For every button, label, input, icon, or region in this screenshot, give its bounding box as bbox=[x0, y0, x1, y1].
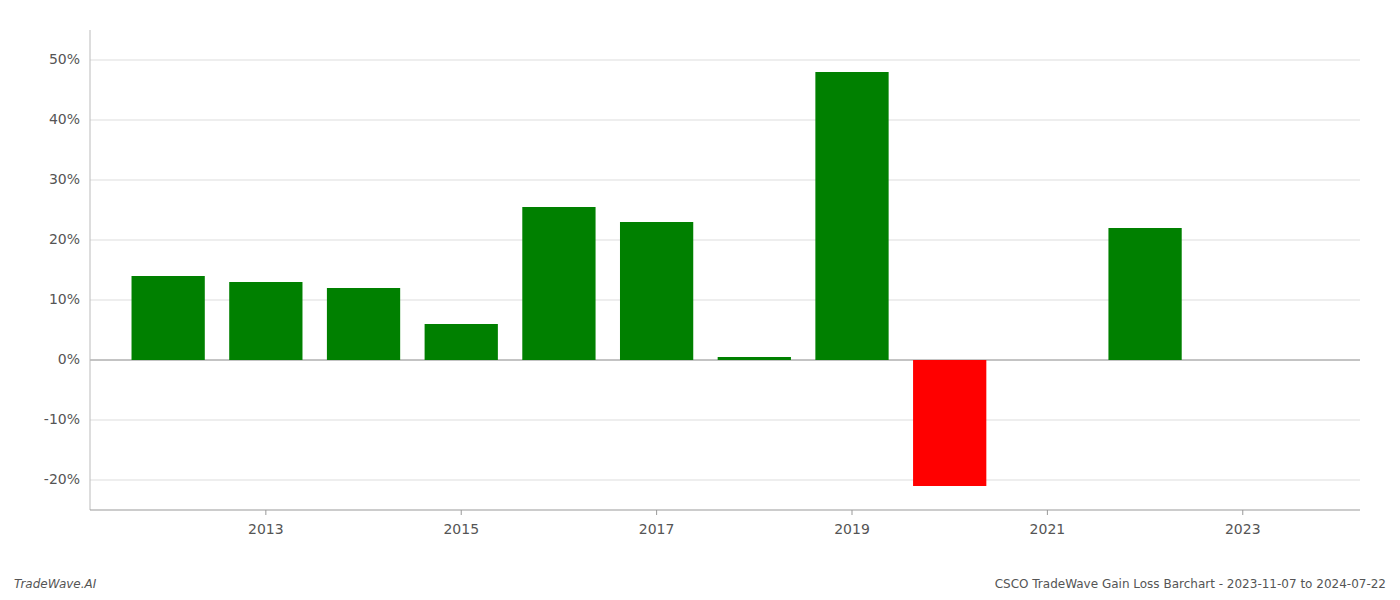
footer-right: CSCO TradeWave Gain Loss Barchart - 2023… bbox=[995, 577, 1386, 591]
x-tick bbox=[1047, 510, 1048, 515]
x-tick-label: 2015 bbox=[443, 521, 479, 537]
bar bbox=[913, 360, 986, 486]
y-tick-label: 0% bbox=[58, 351, 80, 367]
grid-line bbox=[90, 420, 1360, 421]
x-tick bbox=[852, 510, 853, 515]
x-tick-label: 2021 bbox=[1030, 521, 1066, 537]
grid-line bbox=[90, 120, 1360, 121]
x-tick bbox=[656, 510, 657, 515]
x-tick bbox=[461, 510, 462, 515]
y-axis-line bbox=[90, 30, 91, 510]
x-tick-label: 2013 bbox=[248, 521, 284, 537]
bar bbox=[132, 276, 205, 360]
y-grid bbox=[90, 60, 1360, 480]
y-tick-label: -10% bbox=[44, 411, 80, 427]
x-tick bbox=[265, 510, 266, 515]
bars bbox=[132, 72, 1182, 486]
bar bbox=[1108, 228, 1181, 360]
grid-line bbox=[90, 480, 1360, 481]
bar bbox=[522, 207, 595, 360]
y-tick-label: 50% bbox=[49, 51, 80, 67]
bar bbox=[620, 222, 693, 360]
grid-line bbox=[90, 180, 1360, 181]
chart-container: -20%-10%0%10%20%30%40%50%201320152017201… bbox=[0, 0, 1400, 600]
x-tick-label: 2019 bbox=[834, 521, 870, 537]
footer-left: TradeWave.AI bbox=[14, 577, 97, 591]
x-tick bbox=[1242, 510, 1243, 515]
x-axis: 2013 2015 2017 2019 2021 2023 bbox=[90, 510, 1360, 537]
y-tick-label: -20% bbox=[44, 471, 80, 487]
y-tick-label: 20% bbox=[49, 231, 80, 247]
y-tick-label: 30% bbox=[49, 171, 80, 187]
x-tick-label: 2023 bbox=[1225, 521, 1261, 537]
y-tick-label: 10% bbox=[49, 291, 80, 307]
chart-svg: -20%-10%0%10%20%30%40%50%201320152017201… bbox=[0, 0, 1400, 600]
bar bbox=[718, 357, 791, 360]
bar bbox=[425, 324, 498, 360]
x-tick-label: 2017 bbox=[639, 521, 675, 537]
bar bbox=[327, 288, 400, 360]
grid-line bbox=[90, 60, 1360, 61]
bar bbox=[229, 282, 302, 360]
y-tick-labels: -20% -10% 0% 10% 20% 30% 40% 50% bbox=[44, 51, 80, 487]
y-tick-label: 40% bbox=[49, 111, 80, 127]
bar bbox=[815, 72, 888, 360]
x-axis-line bbox=[90, 509, 1360, 510]
